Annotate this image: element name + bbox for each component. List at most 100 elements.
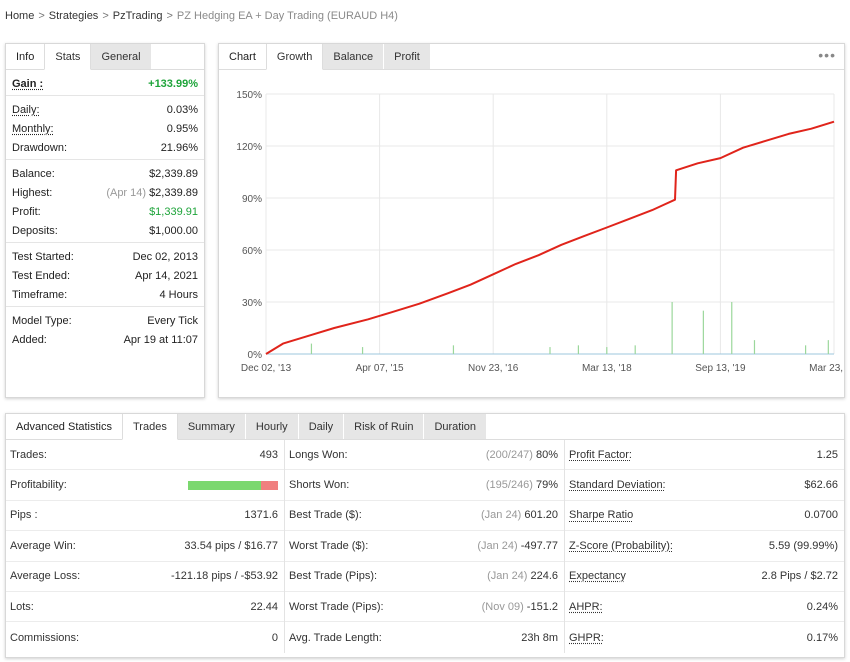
tab-trades[interactable]: Trades [122, 414, 178, 440]
ellipsis-icon[interactable]: ••• [818, 47, 836, 63]
daily-label[interactable]: Daily: [12, 103, 40, 116]
monthly-label[interactable]: Monthly: [12, 122, 54, 135]
expectancy-label[interactable]: Expectancy [569, 570, 626, 583]
info-tabs: Info Stats General [6, 44, 204, 70]
divider [6, 95, 204, 96]
tab-profit[interactable]: Profit [384, 44, 431, 69]
z-score-value: 5.59 (99.99%) [768, 539, 838, 552]
ahpr-row: AHPR: 0.24% [565, 592, 844, 623]
deposits-value: $1,000.00 [149, 224, 198, 237]
gain-row: Gain : +133.99% [12, 74, 198, 93]
monthly-row: Monthly: 0.95% [12, 119, 198, 138]
standard-deviation-value: $62.66 [804, 479, 838, 492]
lots-value: 22.44 [250, 600, 278, 613]
tab-advanced-statistics[interactable]: Advanced Statistics [16, 421, 112, 433]
breadcrumb-separator: > [38, 10, 45, 22]
added-label: Added: [12, 333, 47, 346]
longs-won-row: Longs Won: (200/247) 80% [285, 440, 564, 471]
avg-trade-length-row: Avg. Trade Length: 23h 8m [285, 622, 564, 652]
balance-row: Balance: $2,339.89 [12, 164, 198, 183]
average-loss-row: Average Loss: -121.18 pips / -$53.92 [6, 562, 284, 592]
sharpe-ratio-row: Sharpe Ratio 0.0700 [565, 501, 844, 532]
profit-factor-label[interactable]: Profit Factor: [569, 448, 632, 461]
shorts-won-label: Shorts Won: [289, 479, 350, 492]
y-tick-label: 60% [242, 246, 262, 257]
tab-daily[interactable]: Daily [298, 414, 345, 439]
breadcrumb-home-link[interactable]: Home [5, 10, 35, 22]
tab-hourly[interactable]: Hourly [245, 414, 299, 439]
profit-value: $1,339.91 [149, 205, 198, 218]
y-tick-label: 120% [236, 142, 262, 153]
best-trade-pips-row: Best Trade (Pips): (Jan 24) 224.6 [285, 562, 564, 592]
worst-trade-usd-label: Worst Trade ($): [289, 539, 369, 552]
commissions-row: Commissions: 0 [6, 622, 284, 652]
x-tick-label: Nov 23, '16 [468, 363, 519, 374]
commissions-label: Commissions: [10, 631, 80, 644]
z-score-label[interactable]: Z-Score (Probability): [569, 539, 673, 552]
best-trade-usd-row: Best Trade ($): (Jan 24) 601.20 [285, 501, 564, 532]
breadcrumb-author-link[interactable]: PzTrading [112, 10, 163, 22]
chart-panel: Chart Growth Balance Profit ••• 0% 30% 60%… [218, 43, 845, 398]
gain-label[interactable]: Gain : [12, 77, 44, 90]
breadcrumb-separator: > [166, 10, 173, 22]
best-trade-pips-label: Best Trade (Pips): [289, 570, 378, 583]
tab-general[interactable]: General [91, 44, 152, 69]
highest-value: $2,339.89 [149, 186, 198, 199]
shorts-won-row: Shorts Won: (195/246) 79% [285, 470, 564, 501]
test-ended-label: Test Ended: [12, 269, 71, 282]
shorts-won-note: (195/246) [485, 479, 533, 492]
avg-trade-length-label: Avg. Trade Length: [289, 631, 382, 644]
worst-trade-pips-label: Worst Trade (Pips): [289, 600, 384, 613]
y-tick-label: 0% [248, 350, 263, 361]
growth-line [265, 120, 835, 355]
divider [6, 242, 204, 243]
standard-deviation-row: Standard Deviation: $62.66 [565, 470, 844, 501]
monthly-value: 0.95% [166, 122, 198, 135]
highest-label: Highest: [12, 186, 53, 199]
test-started-label: Test Started: [12, 250, 74, 263]
worst-trade-pips-note: (Nov 09) [481, 600, 524, 613]
deposits-label: Deposits: [12, 224, 58, 237]
added-value: Apr 19 at 11:07 [123, 333, 198, 346]
tab-balance[interactable]: Balance [323, 44, 385, 69]
tab-growth[interactable]: Growth [265, 44, 324, 70]
daily-value: 0.03% [166, 103, 198, 116]
best-trade-usd-note: (Jan 24) [480, 509, 522, 522]
tab-stats[interactable]: Stats [44, 44, 92, 70]
tab-duration[interactable]: Duration [424, 414, 488, 439]
best-trade-usd-label: Best Trade ($): [289, 509, 362, 522]
stats-tabs: Advanced Statistics Trades Summary Hourl… [6, 414, 844, 440]
info-panel: Info Stats General Gain : +133.99% Daily… [5, 43, 205, 398]
breadcrumb-current: PZ Hedging EA + Day Trading (EURAUD H4) [176, 10, 398, 22]
tab-risk-of-ruin[interactable]: Risk of Ruin [344, 414, 425, 439]
pips-value: 1371.6 [244, 509, 278, 522]
highest-row: Highest: (Apr 14) $2,339.89 [12, 183, 198, 202]
profitability-bar [188, 480, 278, 490]
sharpe-ratio-value: 0.0700 [804, 509, 838, 522]
avg-trade-length-value: 23h 8m [521, 631, 558, 644]
tab-chart[interactable]: Chart [229, 51, 256, 63]
drawdown-row: Drawdown: 21.96% [12, 138, 198, 157]
breadcrumb-strategies-link[interactable]: Strategies [48, 10, 99, 22]
profit-label: Profit: [12, 205, 41, 218]
x-tick-label: Dec 02, '13 [241, 363, 292, 374]
best-trade-pips-note: (Jan 24) [487, 570, 528, 583]
commissions-value: 0 [271, 631, 278, 644]
stats-column-2: Longs Won: (200/247) 80% Shorts Won: (195… [285, 440, 565, 653]
sharpe-ratio-label[interactable]: Sharpe Ratio [569, 509, 634, 522]
timeframe-value: 4 Hours [159, 288, 198, 301]
ahpr-label[interactable]: AHPR: [569, 600, 603, 613]
x-tick-label: Mar 13, '18 [582, 363, 632, 374]
x-tick-label: Apr 07, '15 [356, 363, 404, 374]
trades-value: 493 [259, 448, 278, 461]
tab-info[interactable]: Info [16, 51, 35, 63]
profitability-win-segment [188, 480, 261, 490]
lots-label: Lots: [10, 600, 34, 613]
tab-summary[interactable]: Summary [177, 414, 246, 439]
timeframe-row: Timeframe: 4 Hours [12, 285, 198, 304]
balance-label: Balance: [12, 167, 55, 180]
stats-column-1: Trades: 493 Profitability: Pips : 1371.6… [6, 440, 285, 653]
standard-deviation-label[interactable]: Standard Deviation: [569, 479, 666, 492]
ahpr-value: 0.24% [806, 600, 838, 613]
ghpr-label[interactable]: GHPR: [569, 631, 604, 644]
